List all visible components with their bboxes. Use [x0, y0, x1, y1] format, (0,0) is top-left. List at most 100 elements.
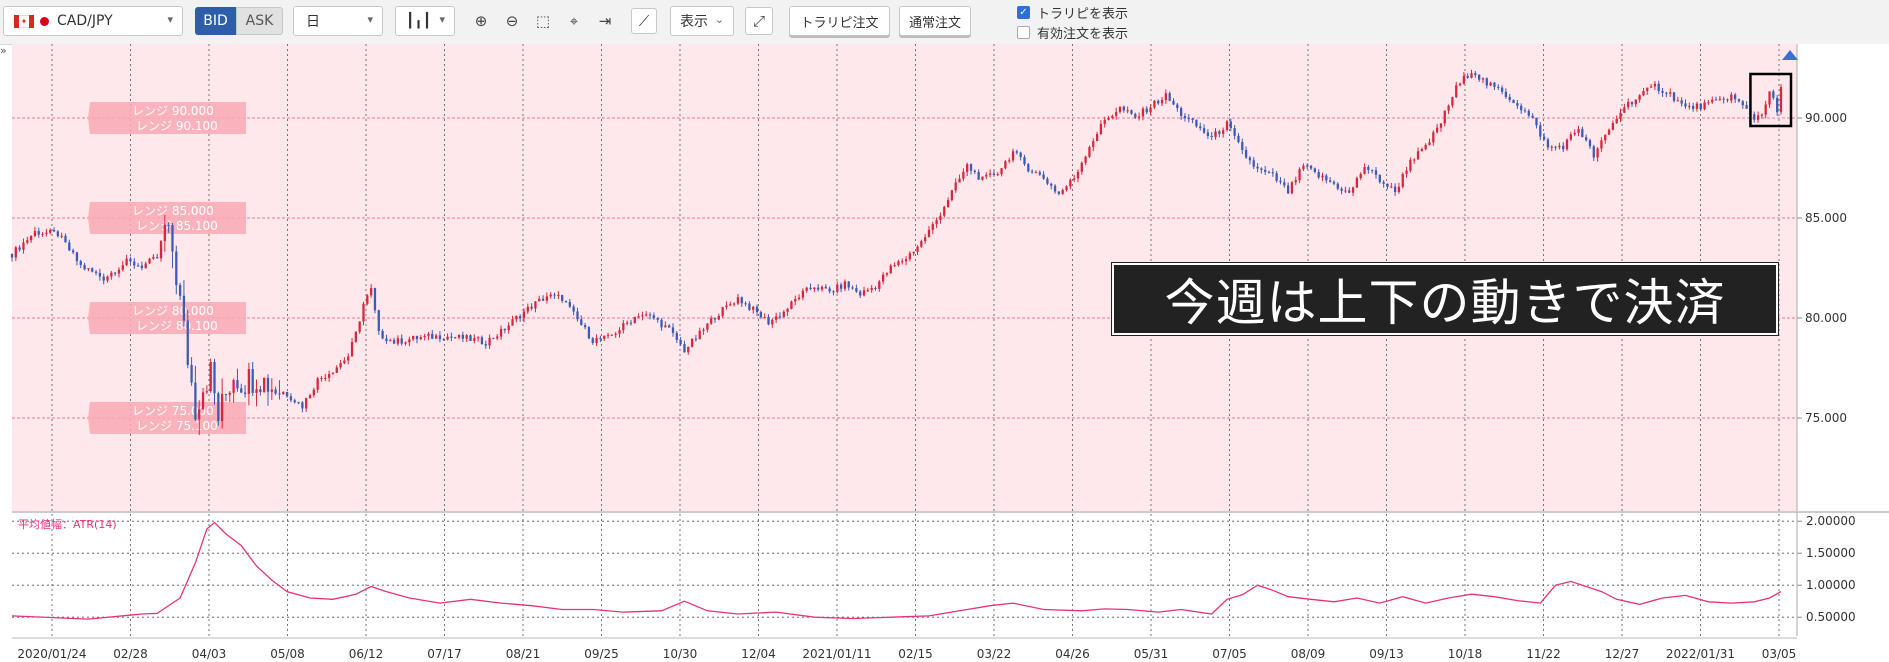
candle — [1053, 184, 1057, 194]
candle — [1401, 172, 1404, 189]
candle-body — [736, 297, 740, 304]
symbol-select[interactable]: ✦ CAD/JPY ▾ — [3, 6, 183, 36]
candle — [152, 254, 155, 260]
candle-body — [1523, 110, 1527, 112]
fit-icon[interactable]: ⬚ — [535, 12, 551, 30]
candle — [381, 328, 384, 340]
y-tick-label: 85.000 — [1805, 211, 1847, 225]
candle — [1050, 182, 1053, 190]
candle-body — [1401, 173, 1404, 187]
bid-button[interactable]: BID — [195, 7, 236, 35]
trap-order-button[interactable]: トラリピ注文 — [789, 6, 890, 36]
candle — [163, 215, 166, 252]
ask-button[interactable]: ASK — [236, 7, 283, 35]
candle-body — [442, 339, 445, 341]
candle-body — [1699, 103, 1702, 110]
jump-latest-icon[interactable]: ⇥ — [598, 12, 612, 30]
candle — [507, 322, 510, 334]
candle-body — [690, 338, 694, 347]
normal-order-button[interactable]: 通常注文 — [899, 6, 971, 36]
candle — [1584, 134, 1588, 142]
zoom-in-icon[interactable]: ⊕ — [474, 12, 488, 30]
show-trap-checkbox-row[interactable]: ✓ トラリピを表示 — [1017, 3, 1128, 22]
candle — [370, 284, 373, 298]
candle-body — [1309, 165, 1313, 169]
candle — [10, 253, 14, 262]
show-trap-checkbox[interactable]: ✓ — [1017, 6, 1030, 19]
candle-body — [91, 268, 94, 272]
candle-body — [946, 200, 950, 208]
candle — [1329, 177, 1332, 183]
x-tick-label: 02/28 — [113, 647, 148, 661]
candle — [1355, 176, 1359, 189]
candle-body — [1562, 145, 1565, 150]
show-orders-checkbox-row[interactable]: 有効注文を表示 — [1017, 23, 1128, 42]
candle — [603, 335, 606, 341]
candle-body — [1286, 185, 1290, 194]
range-tag-label: レンジ 75.100 — [136, 419, 218, 433]
candle-body — [576, 311, 579, 320]
add-indicator-icon[interactable]: ⟋ — [631, 8, 657, 34]
candle — [698, 327, 701, 340]
candle — [339, 360, 342, 370]
candle-body — [553, 294, 556, 296]
candle-body — [1592, 146, 1595, 158]
period-select[interactable]: 日 ▾ — [293, 6, 383, 36]
candle-body — [213, 362, 216, 394]
candle-body — [243, 392, 247, 394]
atr-y-tick-label: 0.50000 — [1806, 610, 1856, 624]
chart-type-select[interactable]: ┃╻┃ ▾ — [395, 6, 455, 36]
candle — [736, 293, 740, 306]
candle-body — [1332, 181, 1336, 184]
candle-body — [1023, 157, 1026, 165]
candle-body — [790, 301, 793, 309]
candle — [1669, 88, 1672, 97]
candle — [962, 168, 965, 182]
candle — [576, 307, 579, 322]
candle — [1237, 133, 1240, 144]
show-orders-checkbox[interactable] — [1017, 26, 1030, 39]
candle — [1206, 129, 1210, 139]
candle — [851, 285, 854, 290]
candle — [431, 330, 434, 340]
x-tick-label: 10/18 — [1448, 647, 1483, 661]
candle — [282, 391, 285, 395]
candle — [1592, 144, 1595, 162]
candle — [561, 294, 564, 304]
candle-body — [717, 315, 720, 320]
candle-body — [1015, 151, 1018, 153]
candle-body — [668, 325, 671, 328]
display-select[interactable]: 表示 ⌄ — [670, 6, 734, 36]
candle-body — [389, 340, 392, 342]
candle-body — [1485, 78, 1488, 86]
candle — [1451, 96, 1454, 108]
candle — [301, 401, 304, 413]
candle-body — [698, 330, 701, 340]
y-axis-area — [1797, 44, 1889, 511]
candle — [1424, 143, 1427, 151]
candle — [14, 245, 17, 261]
y-tick-label: 75.000 — [1805, 411, 1847, 425]
candle-body — [1057, 191, 1061, 194]
candle — [625, 320, 629, 326]
candle — [1684, 99, 1687, 109]
candle-body — [404, 342, 407, 344]
candle — [920, 239, 923, 248]
candle-body — [966, 164, 969, 172]
crosshair-icon[interactable]: ⌖ — [569, 12, 579, 30]
candle — [1497, 84, 1500, 91]
candle — [1642, 87, 1645, 97]
expand-icon[interactable]: ⤢ — [745, 7, 773, 35]
display-label: 表示 — [680, 14, 708, 30]
candle-body — [1558, 145, 1561, 148]
candle-body — [958, 178, 961, 183]
x-tick-label: 08/09 — [1291, 647, 1326, 661]
candle-body — [1153, 100, 1156, 108]
zoom-out-icon[interactable]: ⊖ — [505, 12, 519, 30]
candle — [782, 310, 785, 318]
collapse-panel-icon[interactable]: » — [0, 44, 7, 57]
candle-body — [266, 377, 270, 392]
